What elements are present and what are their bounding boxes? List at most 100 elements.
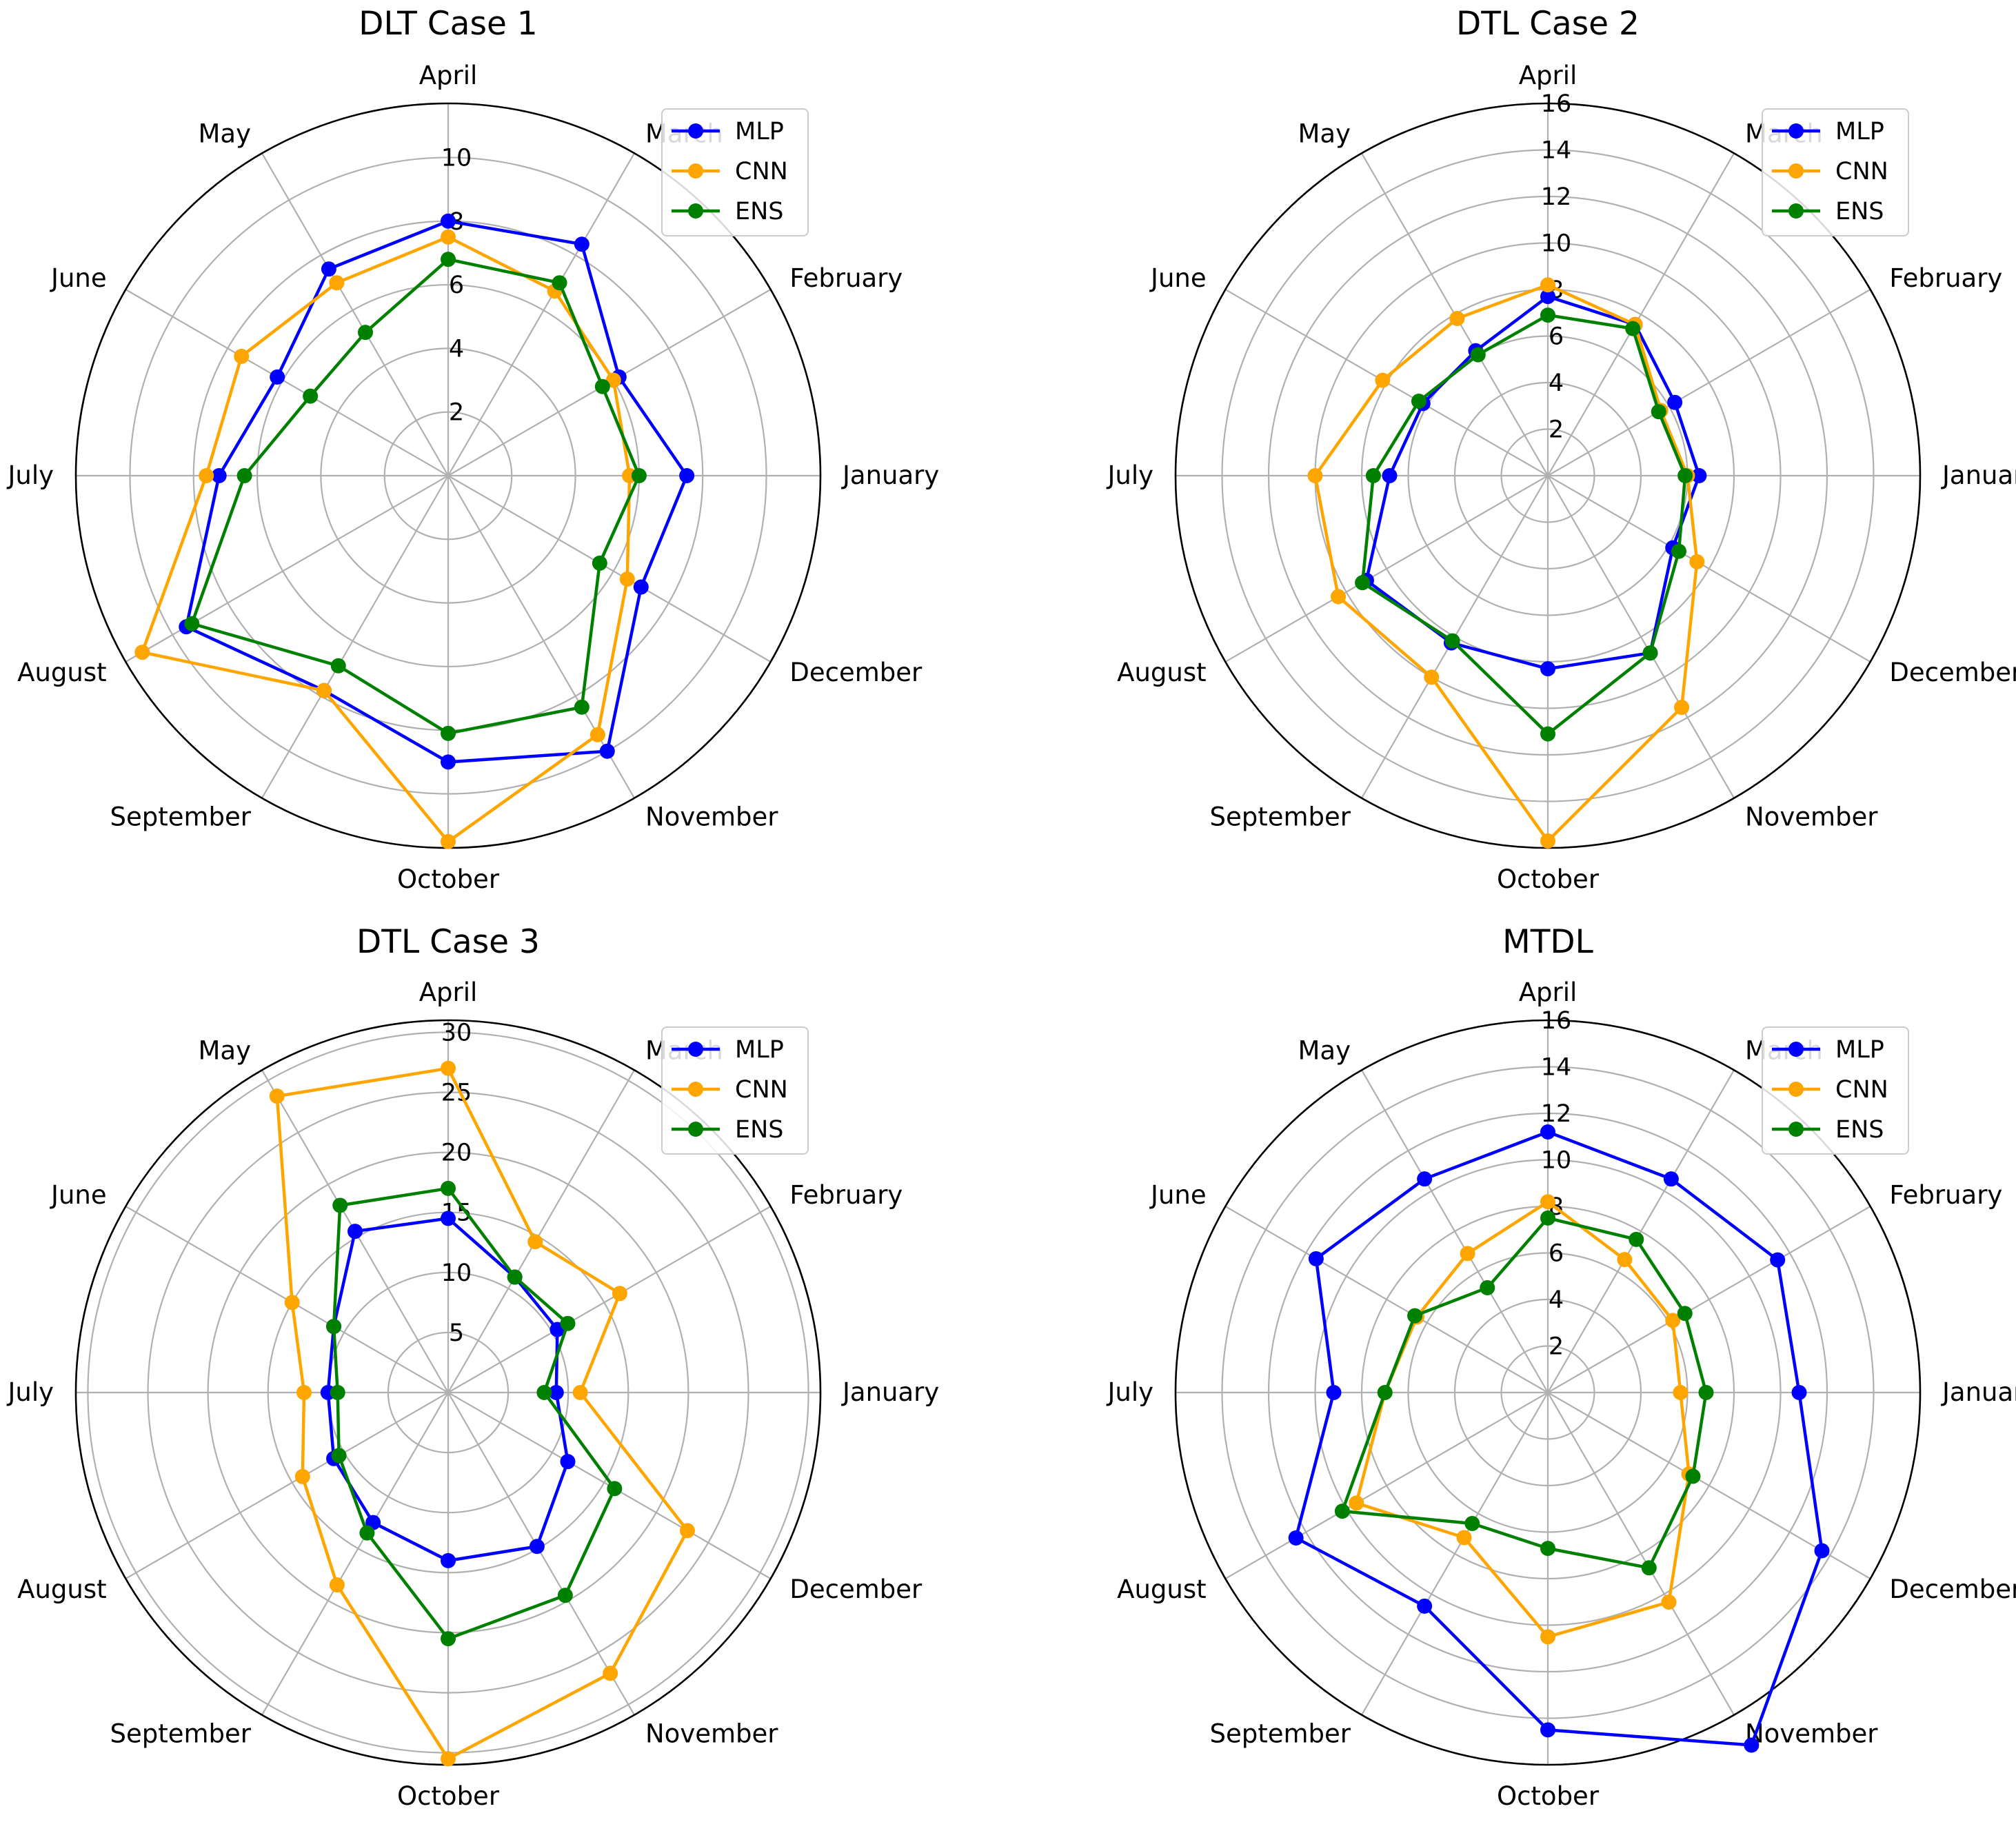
axis-label-april: April — [419, 978, 478, 1007]
legend: MLP CNN ENS — [1762, 108, 1909, 236]
panel-title: DLT Case 1 — [359, 5, 537, 43]
series-cnn — [269, 1060, 695, 1767]
grid-spoke — [261, 475, 449, 799]
axis-label-october: October — [1497, 1781, 1600, 1811]
axis-label-april: April — [1519, 978, 1577, 1007]
radial-tick-label: 6 — [1549, 1240, 1564, 1268]
legend-label-mlp: MLP — [1835, 118, 1884, 145]
grid-spoke — [261, 1392, 449, 1716]
data-point-mlp-january — [1791, 1385, 1807, 1400]
data-point-ens-february — [594, 378, 610, 394]
data-point-cnn-july — [1307, 468, 1323, 483]
axis-label-december: December — [1889, 1575, 2016, 1604]
data-point-cnn-july — [296, 1385, 312, 1400]
legend-marker-cnn — [688, 163, 703, 179]
data-point-ens-october — [1540, 726, 1555, 742]
radial-tick-label: 4 — [449, 335, 464, 363]
radial-tick-label: 20 — [441, 1140, 472, 1167]
axis-label-july: July — [6, 1377, 54, 1407]
data-point-ens-july — [1377, 1385, 1393, 1400]
data-point-ens-february — [1677, 1306, 1693, 1322]
series-mlp — [1288, 1124, 1830, 1753]
grid-spoke — [447, 1206, 772, 1393]
axis-label-july: July — [1106, 460, 1153, 490]
data-point-ens-january — [631, 468, 647, 483]
axis-label-november: November — [1745, 802, 1878, 831]
data-point-ens-august — [184, 616, 200, 631]
radial-tick-label: 2 — [1549, 1333, 1564, 1361]
data-point-ens-september — [1464, 1515, 1480, 1531]
polar-frame — [1174, 1019, 1922, 1766]
data-point-cnn-november — [603, 1666, 618, 1681]
data-point-ens-september — [1444, 633, 1460, 649]
legend-label-mlp: MLP — [735, 1036, 784, 1064]
axis-label-november: November — [645, 802, 778, 831]
data-point-cnn-february — [605, 372, 621, 388]
data-point-mlp-november — [529, 1539, 545, 1555]
data-point-ens-april — [441, 1180, 456, 1196]
data-point-ens-june — [1407, 1308, 1423, 1324]
data-point-mlp-april — [441, 213, 456, 229]
data-point-ens-may — [1480, 1280, 1495, 1296]
axis-label-may: May — [1298, 1036, 1351, 1066]
data-point-ens-october — [441, 1631, 456, 1647]
data-point-cnn-april — [441, 229, 456, 245]
data-point-cnn-october — [1540, 1629, 1555, 1645]
data-point-cnn-august — [294, 1468, 310, 1484]
legend-marker-cnn — [688, 1082, 703, 1097]
grid-spoke — [447, 475, 772, 662]
legend-label-ens: ENS — [735, 1116, 784, 1144]
grid-spoke — [1224, 1206, 1549, 1393]
grid-spoke — [1224, 475, 1549, 662]
grid-spoke — [125, 1392, 449, 1579]
legend-label-cnn: CNN — [735, 1076, 788, 1104]
data-point-mlp-february — [1667, 394, 1683, 410]
axis-label-october: October — [1497, 864, 1600, 894]
data-point-cnn-may — [1460, 1246, 1475, 1262]
data-point-ens-january — [536, 1385, 552, 1400]
data-point-mlp-june — [270, 369, 285, 385]
series-ens — [1355, 307, 1693, 742]
data-point-mlp-february — [1770, 1252, 1786, 1268]
grid-spoke — [125, 289, 449, 476]
grid-spoke — [1547, 1069, 1735, 1393]
axis-label-july: July — [1106, 1377, 1153, 1407]
legend-label-cnn: CNN — [735, 158, 788, 185]
data-point-cnn-september — [316, 682, 332, 698]
axis-label-november: November — [645, 1719, 778, 1748]
data-point-ens-september — [330, 658, 346, 674]
data-point-mlp-may — [347, 1224, 363, 1239]
axis-label-september: September — [110, 802, 251, 831]
radial-tick-label: 10 — [441, 144, 472, 172]
data-point-ens-august — [1355, 575, 1371, 591]
data-point-ens-january — [1677, 468, 1693, 483]
data-point-ens-october — [441, 725, 456, 741]
axis-label-april: April — [1519, 61, 1577, 90]
data-point-ens-march — [552, 275, 567, 291]
data-point-mlp-january — [1691, 468, 1707, 483]
data-point-mlp-july — [1382, 468, 1398, 483]
axis-label-june: June — [1149, 263, 1207, 293]
data-point-cnn-december — [1689, 554, 1705, 569]
axis-label-july: July — [6, 460, 54, 490]
axis-label-december: December — [789, 658, 923, 687]
legend: MLP CNN ENS — [661, 108, 809, 236]
axis-label-april: April — [419, 61, 478, 90]
legend-marker-mlp — [688, 123, 703, 139]
data-point-mlp-october — [1540, 1722, 1555, 1738]
radial-tick-label: 6 — [449, 272, 464, 299]
data-point-cnn-july — [199, 468, 214, 483]
radial-tick-label: 4 — [1549, 1286, 1564, 1314]
axis-label-january: January — [1941, 1377, 2016, 1407]
legend-label-cnn: CNN — [1835, 1076, 1888, 1104]
data-point-mlp-january — [548, 1385, 564, 1400]
legend-marker-mlp — [688, 1042, 703, 1057]
grid-spoke — [447, 152, 635, 476]
data-point-mlp-december — [633, 579, 649, 595]
data-point-ens-january — [1698, 1385, 1714, 1400]
axis-label-december: December — [1889, 658, 2016, 687]
data-point-ens-november — [1641, 1560, 1657, 1576]
radar-panel-dtl-case-3: DTL Case 3 JanuaryFebruaryMarchAprilMayJ… — [6, 923, 939, 1811]
grid-spoke — [1547, 152, 1735, 476]
